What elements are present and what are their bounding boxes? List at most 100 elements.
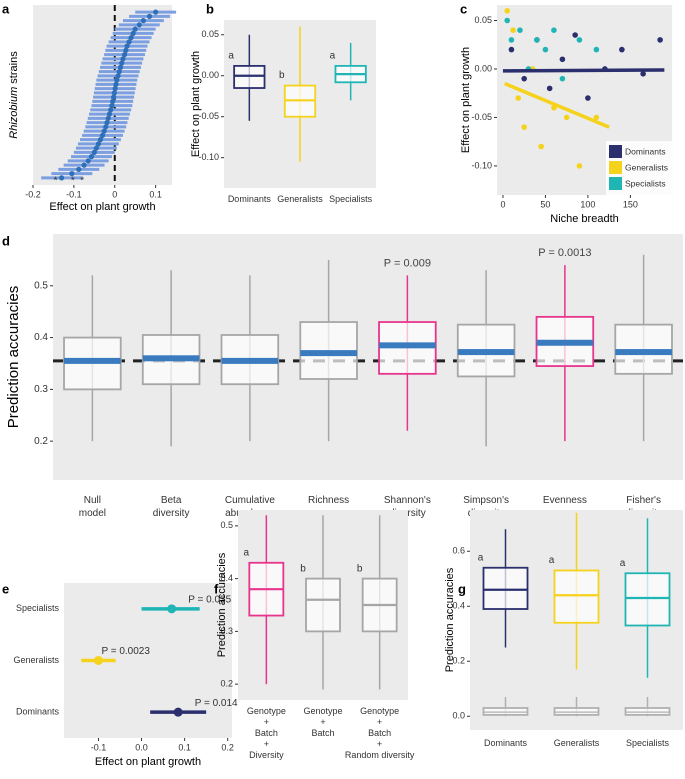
x-category-line: Shannon's <box>384 495 431 506</box>
scatter-point <box>585 95 591 101</box>
strain-point <box>146 13 153 19</box>
p-value: P = 0.035 <box>188 594 231 605</box>
y-tick-label: -0.05 <box>198 111 219 121</box>
x-category-label: Specialists <box>329 194 373 204</box>
mean-bar <box>379 342 436 349</box>
legend-swatch <box>609 177 622 190</box>
y-axis-title-italic: Rhizobium <box>8 87 20 139</box>
y-tick-label: 0.2 <box>452 656 465 666</box>
y-tick-label: 0.05 <box>201 29 219 39</box>
scatter-point <box>538 143 544 150</box>
scatter-point <box>640 71 646 77</box>
strain-point <box>153 9 159 15</box>
x-category-line: + <box>377 739 382 749</box>
effect-point <box>93 656 103 665</box>
strain-point <box>115 73 121 79</box>
box <box>553 569 600 624</box>
y-category-label: Specialists <box>16 603 60 613</box>
group-letter: a <box>620 558 626 569</box>
y-tick-label: 0.05 <box>474 15 492 25</box>
y-axis-title-text: Prediction accuracies <box>5 286 22 429</box>
x-tick-label: 0.1 <box>178 742 191 752</box>
scatter-point <box>542 46 549 53</box>
y-tick-label: 0.4 <box>220 573 233 583</box>
strain-point <box>103 124 109 130</box>
strain-point <box>110 94 117 100</box>
strain-point <box>109 103 115 109</box>
x-category-line: model <box>79 508 106 519</box>
strain-point <box>112 86 118 92</box>
panel-label: b <box>206 1 214 16</box>
x-category-label: Null model <box>79 495 106 519</box>
legend-swatch <box>609 145 622 158</box>
y-tick-label: 0.3 <box>34 384 48 395</box>
strain-point <box>108 107 114 113</box>
scatter-point <box>576 37 583 43</box>
strain-point <box>76 166 82 172</box>
scatter-point <box>657 37 663 43</box>
x-category-label: Dominants <box>228 194 272 204</box>
x-tick-label: 0 <box>500 199 505 209</box>
strain-point <box>124 43 130 49</box>
scatter-point <box>504 17 510 24</box>
scatter-point <box>515 95 522 101</box>
x-category-label: Generalists <box>554 738 600 748</box>
strain-point <box>99 132 106 138</box>
x-category-line: Evenness <box>543 495 587 506</box>
scatter-point <box>551 27 557 34</box>
x-category-line: Generalists <box>554 738 600 748</box>
panel-label: d <box>2 233 10 248</box>
x-category-label: Specialists <box>626 738 670 748</box>
scatter-point <box>593 46 600 53</box>
legend-label: Dominants <box>625 146 666 156</box>
x-category-line: Genotype <box>247 706 286 716</box>
significance-star: * <box>54 176 58 187</box>
y-axis-title: Prediction accuracies <box>216 552 228 657</box>
fit-line <box>503 81 610 129</box>
strain-point <box>126 39 132 45</box>
x-category-line: diversity <box>153 508 190 519</box>
y-axis-title-text: strains <box>8 51 20 87</box>
x-axis-title: Effect on plant growth <box>49 201 155 213</box>
panel-label: e <box>2 581 9 596</box>
y-tick-label: -0.10 <box>198 152 219 162</box>
group-letter: a <box>244 547 250 558</box>
y-tick-label: 0.4 <box>452 601 465 611</box>
scatter-point <box>559 75 566 82</box>
scatter-point <box>517 27 523 34</box>
fit-line <box>502 68 665 73</box>
strain-point <box>59 175 65 181</box>
scatter-point <box>510 27 516 34</box>
strain-point <box>91 149 97 155</box>
x-category-line: Batch <box>311 728 334 738</box>
x-category-line: Genotype <box>360 706 399 716</box>
p-value: P = 0.014 <box>195 698 238 709</box>
y-tick-label: 0.00 <box>201 70 219 80</box>
x-category-label: Richness <box>308 495 349 506</box>
strain-point <box>95 141 102 147</box>
x-category-line: Batch <box>368 728 391 738</box>
x-category-line: Simpson's <box>463 495 509 506</box>
y-category-label: Dominants <box>16 707 60 717</box>
y-tick-label: -0.10 <box>471 160 492 170</box>
mean-bar <box>615 349 672 356</box>
box <box>624 572 671 627</box>
y-axis-title: Prediction accuracies <box>5 286 22 429</box>
panel-background <box>33 5 172 185</box>
legend-swatch <box>609 161 622 174</box>
strain-point <box>88 154 95 160</box>
x-category-label: Dominants <box>484 738 528 748</box>
scatter-point <box>559 56 566 63</box>
legend-label: Generalists <box>625 162 668 172</box>
box <box>233 64 266 89</box>
x-category-line: Cumulative <box>225 495 275 506</box>
effect-point <box>167 604 177 614</box>
strain-point <box>85 158 91 164</box>
panel-label: f <box>214 581 219 596</box>
x-tick-label: 0.0 <box>135 742 148 752</box>
x-axis-title: Effect on plant growth <box>95 756 201 768</box>
x-tick-label: -0.1 <box>66 189 82 199</box>
mean-bar <box>142 355 200 362</box>
strain-point <box>81 162 87 168</box>
strain-point <box>136 22 142 28</box>
